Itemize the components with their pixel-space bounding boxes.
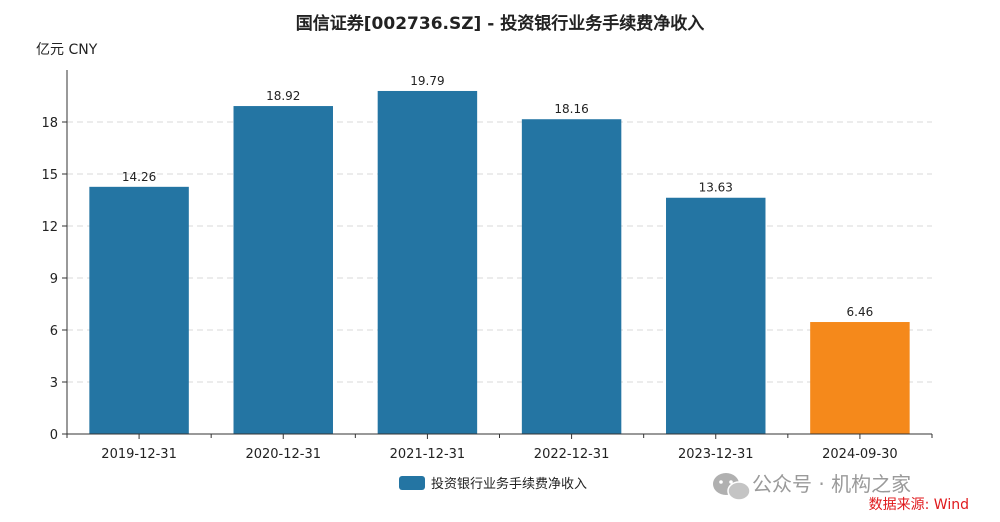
y-tick-label: 6 xyxy=(50,324,58,339)
data-label: 6.46 xyxy=(847,305,874,319)
y-tick-label: 0 xyxy=(50,428,58,443)
gridlines xyxy=(67,121,932,383)
y-tick-label: 3 xyxy=(50,376,58,391)
data-labels: 14.26 18.92 19.79 18.16 13.63 6.46 xyxy=(122,74,873,319)
y-tick-label: 18 xyxy=(41,116,58,131)
data-source: 数据来源: Wind xyxy=(869,497,969,513)
bar-2022-12-31 xyxy=(521,119,622,434)
x-tick-label: 2020-12-31 xyxy=(245,447,321,462)
bar-2019-12-31 xyxy=(89,186,189,434)
legend-label: 投资银行业务手续费净收入 xyxy=(431,476,587,492)
bar-2021-12-31 xyxy=(377,90,478,435)
x-axis-ticks: 2019-12-31 2020-12-31 2021-12-31 2022-12-31… xyxy=(66,434,933,462)
data-label: 18.16 xyxy=(554,102,588,116)
x-tick-label: 2022-12-31 xyxy=(534,447,610,462)
legend-swatch xyxy=(399,476,425,490)
bars xyxy=(89,90,910,435)
y-tick-label: 12 xyxy=(41,220,58,235)
chart-title: 国信证券[002736.SZ] - 投资银行业务手续费净收入 xyxy=(296,13,704,34)
bar-2020-12-31 xyxy=(233,106,333,434)
y-tick-label: 15 xyxy=(41,168,58,183)
y-unit-label: 亿元 CNY xyxy=(36,42,98,58)
legend: 投资银行业务手续费净收入 xyxy=(399,476,587,492)
bar-2024-09-30 xyxy=(810,322,910,434)
x-tick-label: 2019-12-31 xyxy=(101,447,177,462)
x-tick-label: 2021-12-31 xyxy=(390,447,466,462)
y-tick-label: 9 xyxy=(50,272,58,287)
wechat-icon xyxy=(713,473,751,501)
data-label: 14.26 xyxy=(122,170,156,184)
x-tick-label: 2023-12-31 xyxy=(678,447,754,462)
y-axis-ticks: 0 3 6 9 12 15 18 xyxy=(41,116,67,443)
bar-2023-12-31 xyxy=(666,197,766,434)
x-tick-label: 2024-09-30 xyxy=(822,447,898,462)
watermark-text: 公众号 · 机构之家 xyxy=(752,472,911,496)
watermark: 公众号 · 机构之家 xyxy=(713,472,911,501)
data-label: 19.79 xyxy=(410,74,444,88)
data-label: 13.63 xyxy=(699,181,733,195)
data-label: 18.92 xyxy=(266,89,300,103)
